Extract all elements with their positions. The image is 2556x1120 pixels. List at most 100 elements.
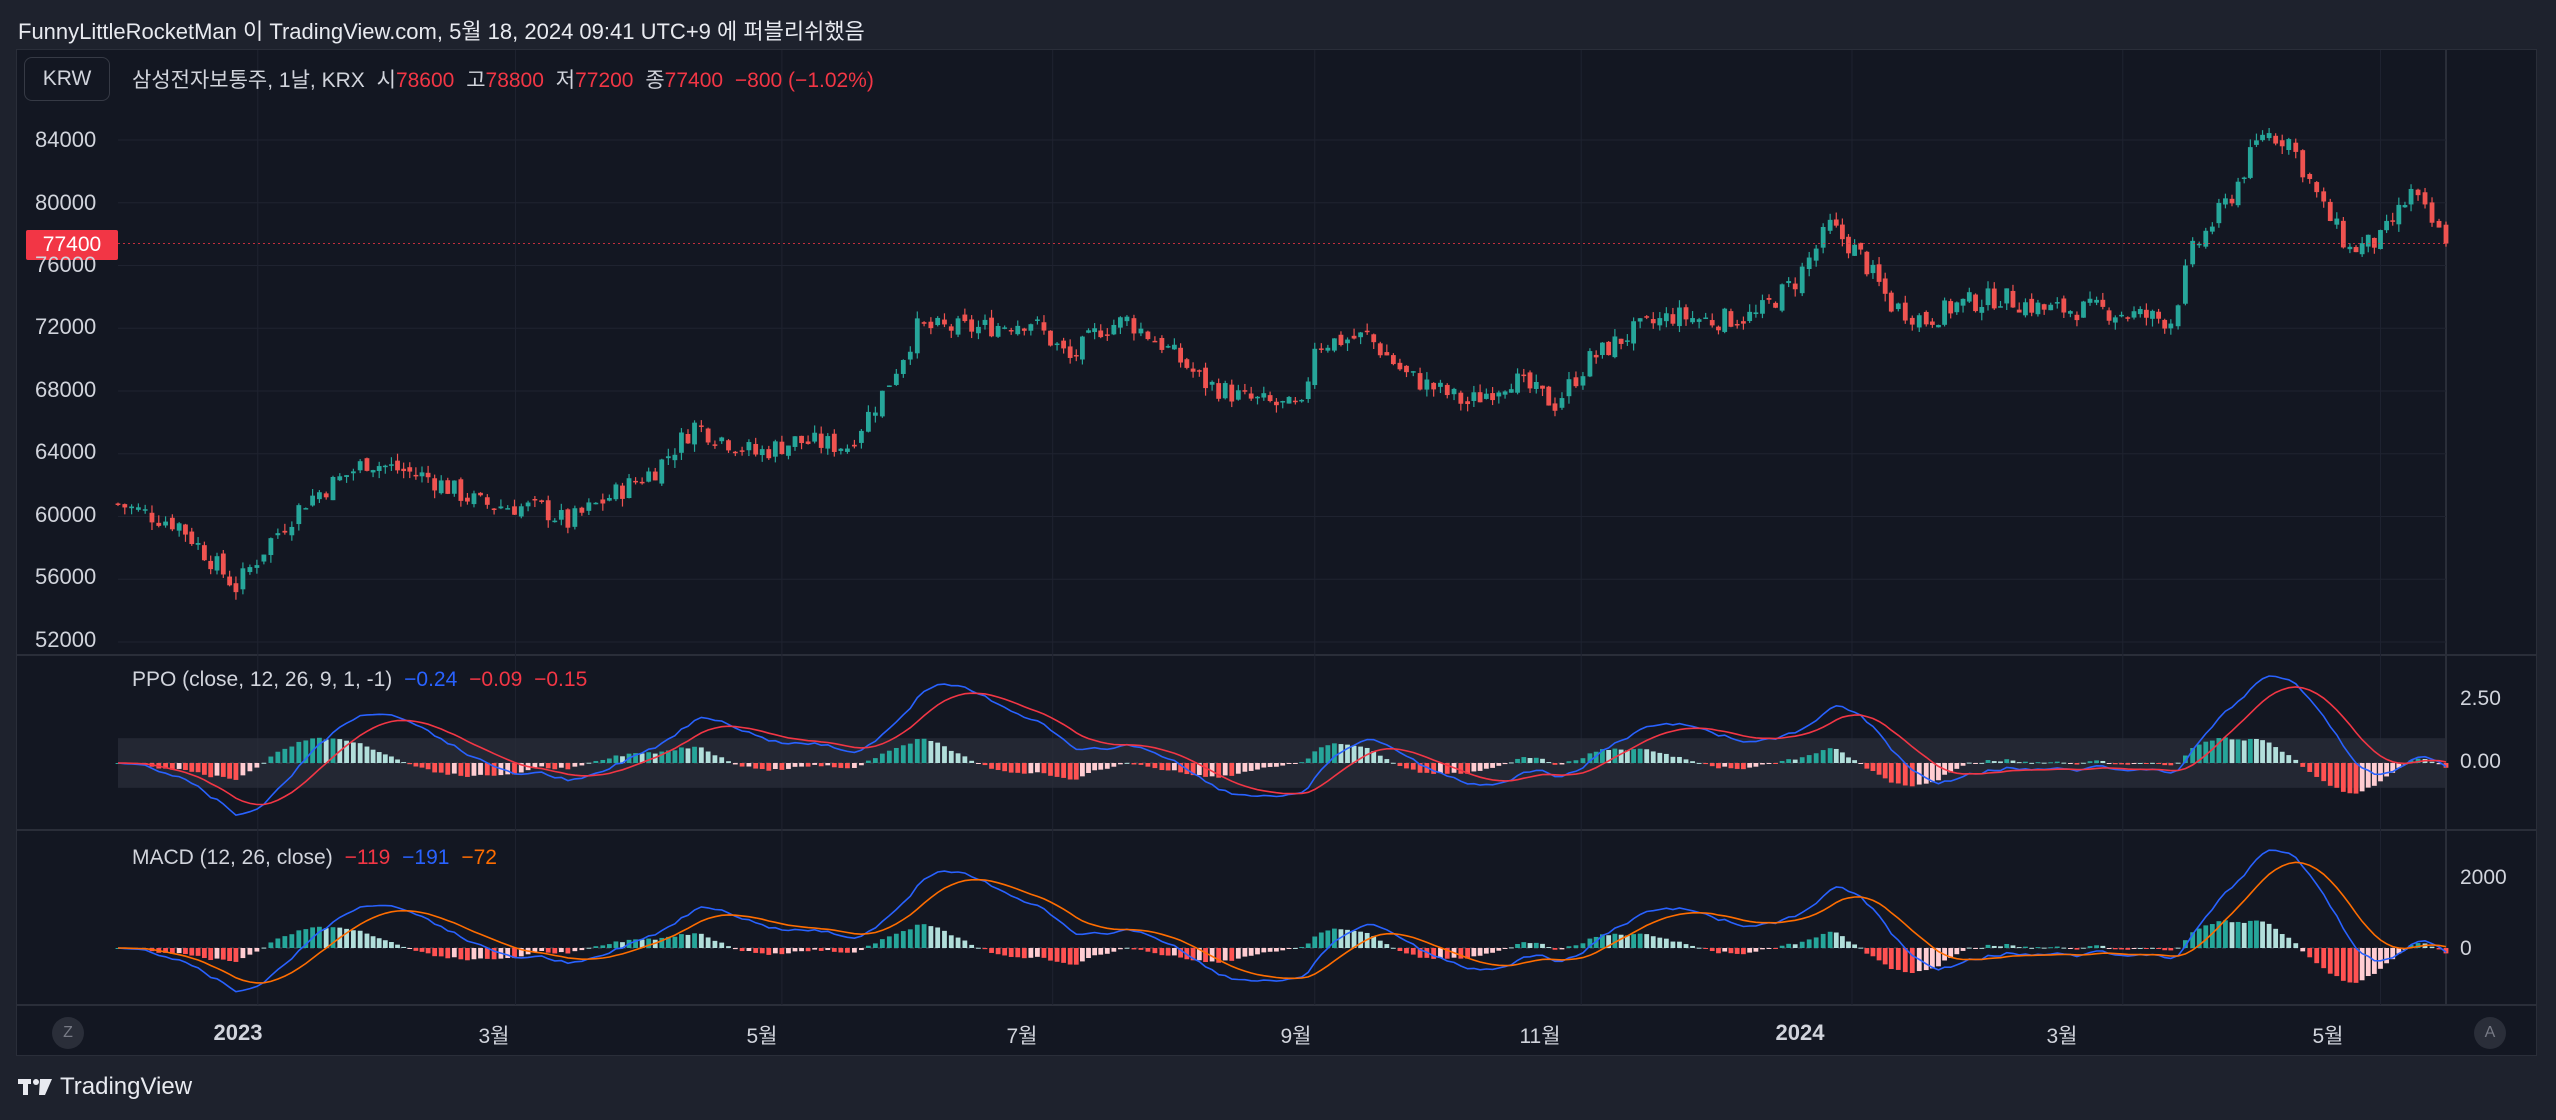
macd-histogram-bar (1948, 948, 1954, 958)
ppo-histogram-bar (2125, 763, 2131, 765)
candle-body (330, 477, 336, 501)
candle-body (2334, 218, 2340, 225)
candle-body (665, 456, 671, 459)
y-tick-84000: 84000 (35, 127, 97, 152)
macd-histogram-bar (1458, 948, 1464, 959)
candle-body (1973, 294, 1978, 312)
currency-button[interactable]: KRW (24, 57, 110, 101)
candle-body (2396, 204, 2402, 225)
macd-histogram-bar (1502, 948, 1508, 950)
z-reset-button[interactable]: Z (52, 1017, 84, 1049)
candle-body (1111, 324, 1117, 335)
macd-histogram-bar (851, 948, 857, 953)
macd-histogram-bar (1696, 947, 1702, 949)
macd-histogram-bar (1496, 948, 1502, 951)
ppo-histogram-bar (1483, 763, 1489, 769)
ppo-histogram-bar (1631, 749, 1637, 763)
candle-body (1358, 332, 1364, 338)
candle-body (600, 499, 606, 504)
macd-histogram-bar (1587, 938, 1593, 948)
macd-histogram-bar (679, 934, 684, 948)
ppo-histogram-bar (1753, 763, 1759, 767)
candle-body (1923, 311, 1929, 325)
ppo-histogram-bar (845, 763, 850, 769)
change-value: −800 (−1.02%) (734, 69, 874, 92)
attribution-text: FunnyLittleRocketMan 이 TradingView.com, … (18, 19, 865, 44)
macd-histogram-bar (1235, 948, 1241, 959)
candle-body (195, 542, 201, 545)
macd-histogram-bar (1477, 948, 1483, 956)
candle-body (872, 412, 878, 416)
ppo-histogram-bar (505, 763, 511, 775)
macd-histogram-bar (183, 948, 188, 955)
macd-histogram-bar (2106, 948, 2112, 949)
candle-body (652, 471, 658, 481)
macd-histogram-bar (2340, 948, 2346, 981)
macd-value: −191 (402, 846, 450, 869)
candle-body (1496, 392, 1502, 397)
close-value: 77400 (664, 69, 724, 92)
candle-body (1222, 383, 1228, 399)
footer-brand[interactable]: TradingView (18, 1073, 192, 1101)
ppo-histogram-bar (593, 760, 599, 763)
candle-body (989, 317, 994, 337)
macd-histogram-bar (2100, 945, 2106, 948)
macd-histogram-bar (1773, 948, 1778, 949)
ppo-histogram-bar (812, 763, 818, 765)
candle-body (982, 319, 988, 325)
ppo-histogram-bar (1178, 763, 1184, 773)
macd-histogram-bar (370, 936, 376, 948)
macd-histogram-bar (189, 948, 195, 956)
macd-histogram-bar (1131, 948, 1137, 950)
ppo-histogram-bar (1870, 763, 1876, 771)
ppo-histogram-bar (1371, 751, 1377, 763)
candle-body (169, 517, 175, 530)
candle-body (1292, 400, 1298, 403)
ppo-histogram-bar (732, 763, 738, 765)
macd-histogram-bar (995, 948, 1001, 955)
macd-histogram-bar (565, 948, 571, 954)
candle-body (1670, 314, 1676, 324)
macd-histogram-bar (1261, 948, 1267, 953)
candle-body (1677, 307, 1682, 327)
ppo-histogram-bar (303, 740, 309, 763)
candle-body (812, 432, 818, 442)
macd-histogram-bar (1431, 948, 1437, 959)
ppo-histogram-bar (620, 756, 625, 763)
macd-histogram-bar (1624, 935, 1630, 948)
candle-body (1612, 336, 1618, 358)
macd-histogram-bar (1397, 948, 1403, 952)
y-tick-52000: 52000 (35, 627, 97, 652)
ppo-histogram-bar (792, 763, 798, 767)
candle-body (1985, 288, 1991, 306)
candle-body (865, 411, 871, 432)
macd-histogram-bar (1846, 941, 1851, 948)
y-tick-64000: 64000 (35, 439, 97, 464)
candle-body (692, 422, 697, 445)
candle-body (1159, 337, 1165, 350)
candle-body (552, 520, 558, 523)
ppo-histogram-bar (948, 750, 954, 763)
ppo-histogram-bar (1131, 763, 1137, 765)
candle-body (845, 448, 850, 452)
macd-histogram-bar (1670, 941, 1676, 948)
macd-histogram-bar (600, 945, 606, 948)
macd-histogram-bar (2054, 946, 2060, 948)
ppo-histogram-bar (1696, 762, 1702, 764)
macd-histogram-bar (685, 934, 691, 948)
ppo-histogram-bar (2054, 761, 2060, 763)
candle-body (766, 449, 772, 459)
macd-histogram-bar (893, 933, 899, 948)
macd-histogram-bar (1573, 945, 1579, 948)
auto-scale-button[interactable]: A (2474, 1017, 2506, 1049)
ppo-histogram-bar (1028, 763, 1034, 774)
candle-body (712, 444, 718, 446)
ppo-histogram-bar (962, 756, 968, 763)
candle-body (1792, 283, 1798, 290)
ppo-histogram-bar (1086, 763, 1091, 773)
macd-line (117, 849, 2447, 993)
candle-body (2241, 177, 2247, 180)
ppo-histogram-bar (766, 763, 772, 771)
candle-body (1559, 398, 1565, 408)
